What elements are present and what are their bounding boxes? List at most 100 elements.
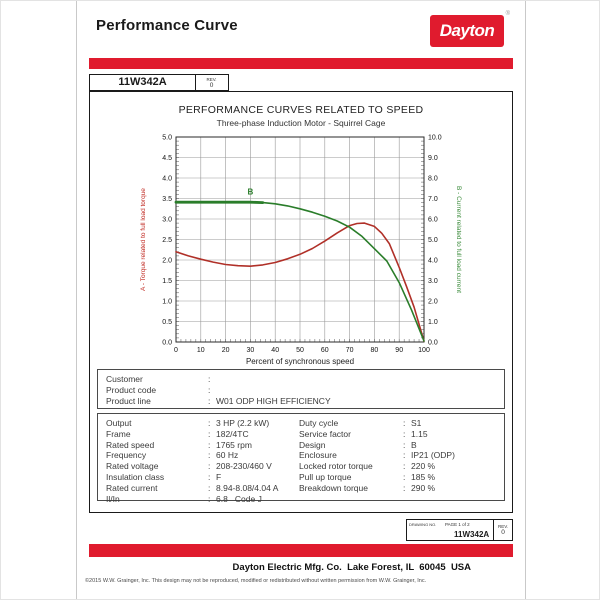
company-address: Dayton Electric Mfg. Co. Lake Forest, IL… xyxy=(232,562,471,573)
field-label: Service factor xyxy=(299,428,351,439)
customer-rows: Customer: Product code: Product line: W01 O… xyxy=(98,374,504,407)
info-row: Pull up torque:185 % xyxy=(299,472,504,483)
left-tick-label: 1.5 xyxy=(162,278,172,285)
field-separator: : xyxy=(403,428,406,439)
left-tick-label: 1.0 xyxy=(162,299,172,306)
drawing-part-number: 11W342A xyxy=(454,530,490,539)
field-label: Output xyxy=(106,418,132,428)
part-number: 11W342A xyxy=(89,74,196,91)
field-value: F xyxy=(216,471,222,482)
info-row: Insulation class: F xyxy=(98,472,298,483)
field-separator: : xyxy=(208,450,211,461)
performance-chart: 0.0 0.5 1.0 1.5 2.0 2.5 3.0 3.5 4.0 4.5 5.0 0.0 1.0 2… xyxy=(140,135,462,367)
x-tick-label: 80 xyxy=(371,347,379,354)
field-value: 220 % xyxy=(411,461,436,472)
field-label: Pull up torque xyxy=(299,471,352,482)
spec-box: Output: 3 HP (2.2 kW) Frame:182/4TC Rated s… xyxy=(97,413,505,504)
field-value: IP21 (ODP) xyxy=(411,450,455,461)
info-row: Duty cycle: S1 xyxy=(299,418,504,429)
plot-border xyxy=(175,136,425,343)
left-axis-title: A - Torque related to full load torque xyxy=(140,188,147,291)
right-axis-title: B - Current related to full load current xyxy=(455,186,462,293)
document-title: Performance Curve xyxy=(96,17,238,34)
drawing-rev-label: REV. xyxy=(498,524,509,529)
customer-box: Customer: Product code: Product line: W01 O… xyxy=(97,369,505,409)
part-number-box: 11W342A REV. 0 xyxy=(89,74,229,91)
field-label: Locked rotor torque xyxy=(299,461,373,472)
field-separator: : xyxy=(208,461,211,472)
field-separator: : xyxy=(208,385,211,395)
field-label: Rated current xyxy=(106,482,158,493)
field-value: 3 HP (2.2 kW) xyxy=(216,418,270,428)
right-tick-label: 8.0 xyxy=(428,176,438,183)
field-label: Design xyxy=(299,439,326,450)
left-tick-label: 2.5 xyxy=(162,237,172,244)
info-row: Rated speed:1765 rpm xyxy=(98,440,298,451)
x-tick-label: 0 xyxy=(174,347,178,354)
field-separator: : xyxy=(208,493,211,504)
field-separator: : xyxy=(208,374,211,384)
field-value: B xyxy=(411,439,417,450)
right-tick-label: 2.0 xyxy=(428,299,438,306)
field-separator: : xyxy=(208,396,211,406)
field-label: Breakdown torque xyxy=(299,482,368,493)
revision-cell: REV. 0 xyxy=(194,74,229,91)
right-tick-label: 4.0 xyxy=(428,258,438,265)
copyright-notice: ©2015 W.W. Grainger, Inc. This design ma… xyxy=(85,578,427,584)
registered-trademark-icon: ® xyxy=(505,11,510,17)
left-tick-label: 3.0 xyxy=(162,217,172,224)
left-tick-label: 5.0 xyxy=(162,135,172,142)
field-value xyxy=(216,374,504,385)
field-label: Customer xyxy=(106,374,143,384)
left-tick-label: 0.0 xyxy=(162,340,172,347)
field-label: Product code xyxy=(106,385,157,395)
info-row: Rated current:8.94-8.08/4.04 A xyxy=(98,483,298,494)
drawing-rev-value: 0 xyxy=(501,529,505,536)
page-edge-left xyxy=(76,1,77,599)
chart-subtitle: Three-phase Induction Motor - Squirrel C… xyxy=(216,118,386,128)
x-tick-label: 10 xyxy=(197,347,205,354)
field-separator: : xyxy=(403,461,406,472)
field-value: 6.8 Code J xyxy=(216,493,262,504)
spec-column-left: Output: 3 HP (2.2 kW) Frame:182/4TC Rated s… xyxy=(98,418,298,504)
info-row: Rated voltage:208-230/460 V xyxy=(98,461,298,472)
drawing-rev-cell: REV. 0 xyxy=(493,520,512,540)
field-separator: : xyxy=(403,471,406,482)
right-tick-label: 5.0 xyxy=(428,237,438,244)
info-row: Design: B xyxy=(299,440,504,451)
right-tick-label: 0.0 xyxy=(428,340,438,347)
field-value: 185 % xyxy=(411,471,436,482)
right-tick-label: 9.0 xyxy=(428,155,438,162)
x-tick-label: 90 xyxy=(395,347,403,354)
x-tick-label: 70 xyxy=(346,347,354,354)
info-row: Product code: xyxy=(98,385,504,396)
field-label: Duty cycle xyxy=(299,418,339,428)
field-separator: : xyxy=(403,450,406,461)
drawing-number-cell: DRAWING NO. PAGE 1 of 2 11W342A xyxy=(407,520,493,540)
page-edge-right xyxy=(525,1,526,599)
dayton-logo-text: Dayton xyxy=(439,21,495,40)
left-tick-label: 0.5 xyxy=(162,319,172,326)
field-label: Insulation class xyxy=(106,471,165,482)
field-value xyxy=(216,385,504,396)
drawing-number-box: DRAWING NO. PAGE 1 of 2 11W342A REV. 0 xyxy=(406,519,513,541)
left-tick-label: 4.0 xyxy=(162,176,172,183)
field-separator: : xyxy=(208,439,211,450)
field-separator: : xyxy=(403,482,406,493)
rev-label: REV. xyxy=(206,76,217,82)
field-value: 1765 rpm xyxy=(216,439,252,450)
x-tick-label: 40 xyxy=(271,347,279,354)
right-tick-label: 6.0 xyxy=(428,217,438,224)
info-row: Enclosure: IP21 (ODP) xyxy=(299,450,504,461)
info-row: Frame:182/4TC xyxy=(98,429,298,440)
x-tick-label: 30 xyxy=(247,347,255,354)
field-separator: : xyxy=(403,418,406,428)
dayton-logo: Dayton ® xyxy=(430,11,510,47)
spec-column-right: Duty cycle: S1 Service factor:1.15 Design: B… xyxy=(299,418,504,494)
x-tick-label: 100 xyxy=(418,347,430,354)
field-label: Enclosure xyxy=(299,450,337,461)
field-label: Il/In xyxy=(106,493,120,504)
info-row: Locked rotor torque:220 % xyxy=(299,461,504,472)
info-row: Product line: W01 ODP HIGH EFFICIENCY xyxy=(98,396,504,407)
info-row: Il/In:6.8 Code J xyxy=(98,494,298,505)
